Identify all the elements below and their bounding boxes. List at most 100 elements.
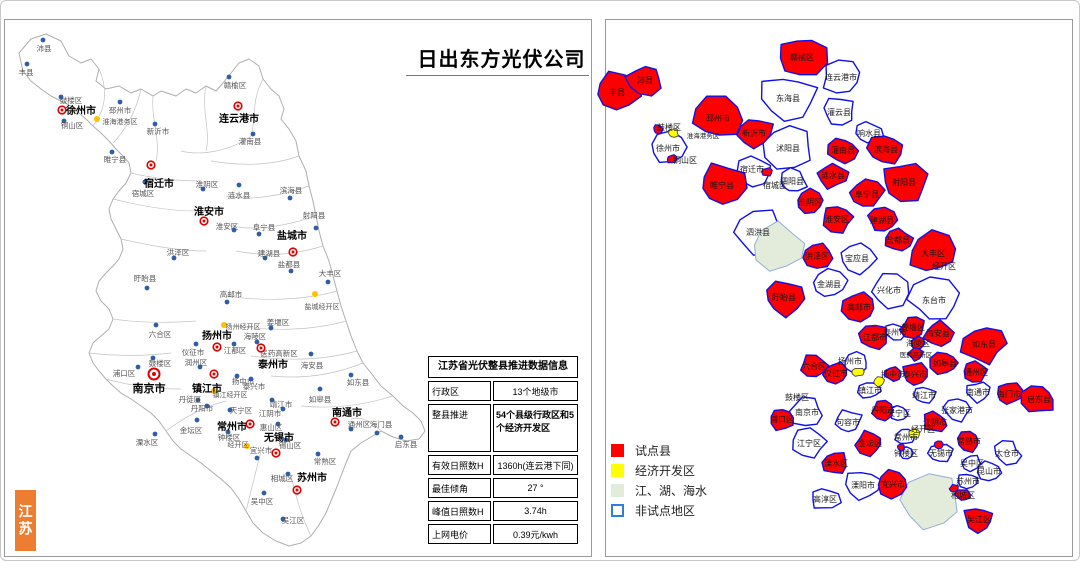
region-pilot bbox=[877, 468, 908, 500]
county-marker: 浦口区 bbox=[113, 364, 141, 378]
region-pilot bbox=[766, 280, 806, 319]
county-marker: 医药高新区 bbox=[260, 348, 298, 358]
region-label: 滨海县 bbox=[874, 144, 898, 154]
region-label: 丰县 bbox=[609, 87, 625, 97]
region-label: 太仓市 bbox=[995, 448, 1019, 458]
table-row-label: 整县推进 bbox=[428, 404, 491, 452]
county-marker: 睢宁县 bbox=[104, 149, 127, 164]
pv-data-table: 江苏省光伏整县推进数据信息 行政区 13个地级市 整县推进 54个县级行政区和5个经济… bbox=[428, 356, 578, 547]
region-label: 溧水区 bbox=[824, 458, 848, 468]
region-nonpilot bbox=[792, 427, 828, 459]
region-nonpilot bbox=[913, 386, 937, 404]
region-label: 吴中区 bbox=[960, 458, 984, 468]
legend-label: 江、湖、海水 bbox=[635, 484, 708, 498]
region-label: 徐州市 bbox=[656, 143, 680, 153]
region-label: 无锡市 bbox=[929, 448, 953, 458]
county-marker: 淮安区 bbox=[216, 221, 239, 233]
region-label: 宿城区 bbox=[763, 180, 787, 190]
city-label: 宿迁市 bbox=[144, 177, 174, 190]
table-row-label: 上网电价 bbox=[428, 524, 491, 544]
table-row: 上网电价 0.39元/kwh bbox=[428, 524, 578, 544]
region-label: 沭阳县 bbox=[776, 143, 800, 153]
region-label: 宿迁市 bbox=[740, 164, 764, 174]
county-marker: 射阳县 bbox=[303, 210, 326, 231]
county-marker: 吴中区 bbox=[251, 490, 274, 506]
region-pilot bbox=[770, 409, 795, 432]
county-label: 仪征市 bbox=[182, 347, 205, 357]
region-pilot bbox=[929, 351, 959, 376]
table-row-label: 最佳倾角 bbox=[428, 478, 491, 498]
econ-zone-label: 经开区 bbox=[228, 440, 249, 449]
econ-zone-marker: 镇江经开区 bbox=[211, 388, 248, 399]
county-marker: 高邮市 bbox=[220, 289, 243, 305]
region-pilot bbox=[840, 291, 875, 323]
legend-item: 试点县 bbox=[611, 441, 707, 460]
region-pilot bbox=[800, 354, 830, 378]
city-marker: 徐州市 bbox=[57, 104, 96, 117]
city-label: 连云港市 bbox=[219, 112, 259, 125]
county-label: 盐都县 bbox=[278, 259, 301, 269]
map-legend: 试点县 经济开发区 江、湖、海水 非试点地区 bbox=[611, 441, 707, 521]
county-label: 丰县 bbox=[19, 67, 34, 77]
county-label: 金坛区 bbox=[180, 425, 203, 435]
region-label: 吴江区 bbox=[967, 515, 991, 524]
legend-swatch-icon bbox=[611, 444, 624, 457]
region-label: 南京市 bbox=[795, 407, 819, 417]
city-label: 苏州市 bbox=[297, 471, 327, 484]
table-row-value: 3.74h bbox=[493, 501, 578, 521]
region-label: 灌南县 bbox=[831, 145, 855, 155]
region-label: 建湖县 bbox=[870, 215, 894, 225]
region-nonpilot bbox=[870, 272, 910, 310]
county-label: 高邮市 bbox=[220, 289, 243, 299]
city-label: 常州市 bbox=[217, 420, 247, 433]
region-label: 海陵区 bbox=[906, 338, 930, 348]
region-nonpilot bbox=[942, 398, 972, 423]
county-label: 惠山区 bbox=[260, 422, 283, 432]
region-pilot bbox=[691, 95, 744, 136]
region-label: 靖江市 bbox=[912, 390, 936, 400]
county-label: 淮安区 bbox=[216, 221, 239, 231]
region-pilot bbox=[867, 206, 899, 232]
county-marker: 铜山区 bbox=[61, 118, 84, 130]
county-marker: 江都区 bbox=[224, 341, 247, 355]
region-pilot bbox=[906, 346, 925, 362]
region-pilot bbox=[624, 65, 662, 97]
region-label: 盱眙县 bbox=[772, 292, 796, 302]
legend-swatch-icon bbox=[611, 504, 624, 517]
region-pilot bbox=[956, 430, 979, 454]
region-pilot bbox=[883, 162, 929, 203]
county-label: 通州区 bbox=[348, 419, 371, 429]
county-label: 盱眙县 bbox=[134, 273, 157, 283]
region-pilot bbox=[953, 489, 972, 501]
table-row-value: 27 ° bbox=[493, 478, 578, 498]
region-nonpilot bbox=[812, 267, 849, 297]
region-label: 如皋县 bbox=[933, 358, 957, 368]
county-marker: 淮阴区 bbox=[196, 179, 219, 192]
city-marker: 无锡市 bbox=[263, 431, 294, 458]
region-label: 宜兴市 bbox=[881, 479, 905, 489]
county-marker: 灌南县 bbox=[239, 131, 262, 146]
city-marker: 盐城市 bbox=[277, 229, 307, 257]
region-nonpilot bbox=[926, 443, 954, 463]
city-marker: 镇江市 bbox=[192, 369, 222, 395]
county-label: 赣榆区 bbox=[224, 80, 247, 90]
legend-swatch-icon bbox=[611, 464, 624, 477]
county-marker: 盱眙县 bbox=[134, 273, 157, 291]
region-econ bbox=[873, 376, 886, 388]
region-label: 宝应县 bbox=[845, 253, 869, 263]
econ-zone-marker: 淮海港务区 bbox=[94, 116, 138, 126]
county-marker: 新沂市 bbox=[147, 121, 170, 136]
region-label: 泗阳县 bbox=[780, 177, 804, 186]
region-nonpilot bbox=[780, 166, 808, 192]
region-nonpilot bbox=[822, 59, 861, 94]
county-marker: 建湖县 bbox=[258, 248, 281, 261]
county-label: 吴江区 bbox=[282, 516, 305, 525]
region-pilot bbox=[963, 508, 994, 535]
county-marker: 赣榆区 bbox=[224, 74, 247, 90]
region-label: 常州市 bbox=[894, 432, 918, 442]
county-marker: 相城区 bbox=[271, 471, 294, 483]
econ-zone-label: 盐城经开区 bbox=[305, 302, 340, 311]
county-label: 江阴市 bbox=[259, 408, 282, 418]
region-pilot bbox=[779, 39, 829, 76]
region-label: 淮阴区 bbox=[798, 197, 822, 207]
